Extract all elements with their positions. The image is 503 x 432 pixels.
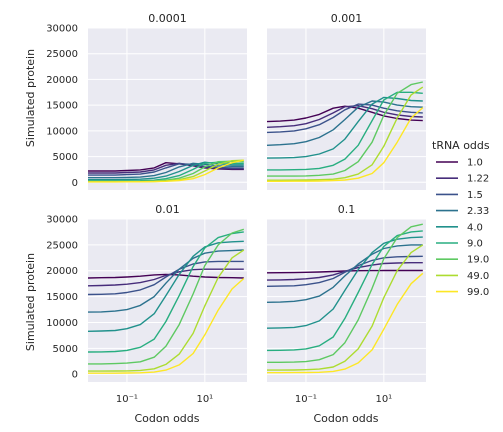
series-line-1.5 — [266, 103, 423, 134]
series-line-4.0 — [87, 240, 244, 332]
x-tick-label: 10¹ — [196, 394, 213, 405]
legend-entry: 1.0 — [436, 158, 483, 169]
panel-0: 0.0001 0 5000 10000 15000 20000 25000 30000 — [46, 12, 247, 190]
legend-entry: 4.0 — [436, 222, 483, 233]
y-tick-label: 20000 — [46, 266, 78, 277]
y-tick-label: 15000 — [46, 292, 78, 303]
y-tick-label: 25000 — [46, 240, 78, 251]
chart-axis-labels: Simulated protein Simulated protein Codo… — [24, 49, 379, 425]
y-tick-label: 0 — [72, 178, 78, 189]
series-line-1.5 — [87, 260, 244, 296]
legend-entry: 99.0 — [436, 287, 489, 298]
y-tick-label: 10000 — [46, 318, 78, 329]
series-line-99.0 — [88, 277, 245, 374]
series-line-19.0 — [267, 223, 423, 363]
legend-entry: 2.33 — [436, 206, 489, 217]
legend-entry: 49.0 — [436, 271, 489, 282]
legend-label: 49.0 — [467, 271, 489, 282]
panel-title: 0.1 — [338, 203, 356, 216]
x-tick-label: 10⁻¹ — [295, 394, 317, 405]
panel-background — [267, 219, 426, 382]
series-line-49.0 — [88, 249, 245, 372]
series-line-2.33 — [266, 100, 423, 146]
series-line-1.5 — [266, 255, 423, 287]
legend-label: 1.22 — [467, 174, 489, 185]
series-line-49.0 — [267, 86, 424, 181]
x-tick-label: 10⁻¹ — [116, 394, 138, 405]
legend-entry: 1.22 — [436, 174, 489, 185]
y-tick-label: 20000 — [46, 75, 78, 86]
series-line-2.33 — [87, 249, 244, 313]
legend-entry: 1.5 — [436, 190, 483, 201]
series-line-9.0 — [266, 230, 423, 352]
y-tick-label: 0 — [72, 370, 78, 381]
y-tick-label: 15000 — [46, 101, 78, 112]
panel-title: 0.01 — [155, 203, 180, 216]
y-tick-label: 10000 — [46, 126, 78, 137]
series-line-1.22 — [266, 104, 423, 128]
series-line-1.22 — [87, 268, 244, 287]
series-line-19.0 — [88, 228, 245, 365]
y-tick-label: 5000 — [53, 344, 78, 355]
panel-3: 0.1 10⁻¹ 10¹ — [266, 203, 426, 405]
y-tick-label: 30000 — [46, 215, 78, 226]
legend-label: 4.0 — [467, 222, 483, 233]
legend-entry: 9.0 — [436, 239, 483, 250]
legend: tRNA odds 1.0 1.22 1.5 2.33 4.0 9.0 19.0 49.0 99… — [432, 139, 490, 298]
series-line-9.0 — [87, 231, 244, 353]
panel-title: 0.0001 — [148, 12, 187, 25]
y-tick-label: 5000 — [53, 152, 78, 163]
legend-label: 1.0 — [467, 158, 483, 169]
series-line-2.33 — [88, 162, 244, 179]
legend-label: 19.0 — [467, 255, 489, 266]
y-tick-label: 25000 — [46, 49, 78, 60]
panel-title: 0.001 — [331, 12, 363, 25]
panel-2: 0.01 0 5000 10000 15000 20000 25000 30000 10⁻¹ 10… — [46, 203, 247, 405]
x-tick-label: 10¹ — [375, 394, 392, 405]
series-line-1.22 — [266, 262, 423, 281]
series-line-99.0 — [88, 159, 244, 183]
series-line-2.33 — [266, 244, 423, 303]
series-line-49.0 — [267, 244, 424, 371]
series-line-19.0 — [267, 81, 423, 177]
series-line-99.0 — [267, 272, 424, 374]
y-tick-label: 30000 — [46, 24, 78, 35]
legend-label: 2.33 — [467, 206, 489, 217]
x-axis-label-left: Codon odds — [134, 412, 199, 425]
legend-label: 99.0 — [467, 287, 489, 298]
legend-title: tRNA odds — [432, 139, 490, 152]
series-line-9.0 — [267, 91, 423, 171]
y-axis-label-top: Simulated protein — [24, 49, 37, 147]
series-line-4.0 — [266, 236, 423, 329]
y-axis-label-bottom: Simulated protein — [24, 253, 37, 351]
legend-label: 1.5 — [467, 190, 483, 201]
series-line-4.0 — [266, 96, 423, 159]
legend-entry: 19.0 — [436, 255, 489, 266]
legend-label: 9.0 — [467, 239, 483, 250]
chart-panels: 0.00010500010000150002000025000300000.00… — [46, 12, 426, 405]
x-axis-label-right: Codon odds — [313, 412, 378, 425]
series-line-99.0 — [267, 107, 424, 183]
panel-background — [88, 219, 247, 382]
panel-1: 0.001 — [266, 12, 426, 190]
